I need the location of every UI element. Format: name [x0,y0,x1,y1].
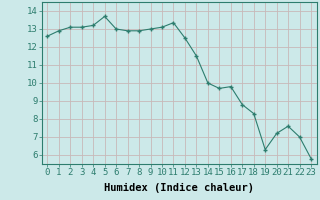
X-axis label: Humidex (Indice chaleur): Humidex (Indice chaleur) [104,183,254,193]
